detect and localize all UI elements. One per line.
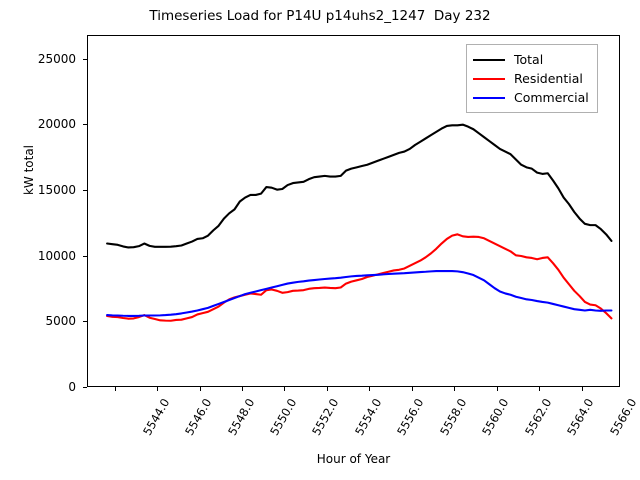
- y-tick-label: 15000: [37, 182, 76, 197]
- x-tick-label: 5562.0: [521, 396, 555, 438]
- y-tick-mark: [83, 255, 87, 257]
- x-tick-mark: [114, 387, 116, 391]
- x-tick-label: 5552.0: [309, 396, 342, 438]
- y-tick-label: 0: [68, 380, 76, 394]
- x-tick-label: 5564.0: [564, 396, 597, 438]
- y-tick-mark: [83, 387, 87, 388]
- x-tick-mark: [157, 387, 159, 391]
- x-tick-label: 5566.0: [606, 396, 640, 438]
- x-tick-mark: [411, 387, 413, 391]
- y-tick-mark: [83, 124, 87, 126]
- series-line-commercial: [106, 270, 613, 317]
- plot-lines: [106, 123, 613, 322]
- x-tick-label: 5546.0: [182, 396, 215, 438]
- x-tick-label: 5556.0: [394, 396, 427, 438]
- chart-legend: Total Residential Commercial: [466, 44, 598, 113]
- y-tick-mark: [83, 321, 87, 323]
- x-tick-mark: [242, 387, 244, 391]
- x-tick-label: 5560.0: [479, 396, 512, 438]
- series-line-residential: [106, 233, 613, 322]
- legend-swatch-residential: [473, 77, 505, 80]
- y-tick-label: 10000: [37, 248, 76, 263]
- x-tick-label: 5544.0: [139, 396, 172, 438]
- legend-item-residential[interactable]: Residential: [473, 69, 589, 88]
- x-tick-mark: [326, 387, 328, 391]
- chart-title: Timeseries Load for P14U p14uhs2_1247 Da…: [149, 8, 491, 24]
- x-tick-mark: [496, 387, 498, 391]
- y-axis-label: kW total: [22, 144, 36, 196]
- legend-item-total[interactable]: Total: [473, 50, 589, 69]
- x-tick-label: 5550.0: [267, 396, 300, 438]
- legend-item-commercial[interactable]: Commercial: [473, 88, 589, 107]
- x-tick-mark: [454, 387, 456, 391]
- series-line-total: [106, 123, 613, 249]
- x-axis-label: Hour of Year: [316, 452, 391, 466]
- x-tick-mark: [199, 387, 201, 391]
- x-tick-mark: [284, 387, 286, 391]
- x-tick-label: 5554.0: [352, 396, 385, 438]
- legend-swatch-commercial: [473, 96, 505, 99]
- x-tick-label: 5548.0: [224, 396, 257, 438]
- y-tick-mark: [83, 189, 87, 191]
- legend-swatch-total: [473, 58, 505, 61]
- x-tick-label: 5558.0: [437, 396, 470, 438]
- legend-label: Residential: [514, 71, 583, 86]
- y-tick-label: 5000: [45, 314, 76, 329]
- y-tick-label: 20000: [37, 117, 76, 132]
- y-tick-mark: [83, 58, 87, 60]
- y-axis-tick-labels: 0 5000 10000 15000 20000 25000: [0, 0, 82, 480]
- legend-label: Total: [514, 52, 544, 67]
- x-tick-mark: [581, 387, 583, 391]
- y-tick-label: 25000: [37, 51, 76, 66]
- x-tick-mark: [369, 387, 371, 391]
- legend-label: Commercial: [514, 90, 589, 105]
- x-tick-mark: [539, 387, 541, 391]
